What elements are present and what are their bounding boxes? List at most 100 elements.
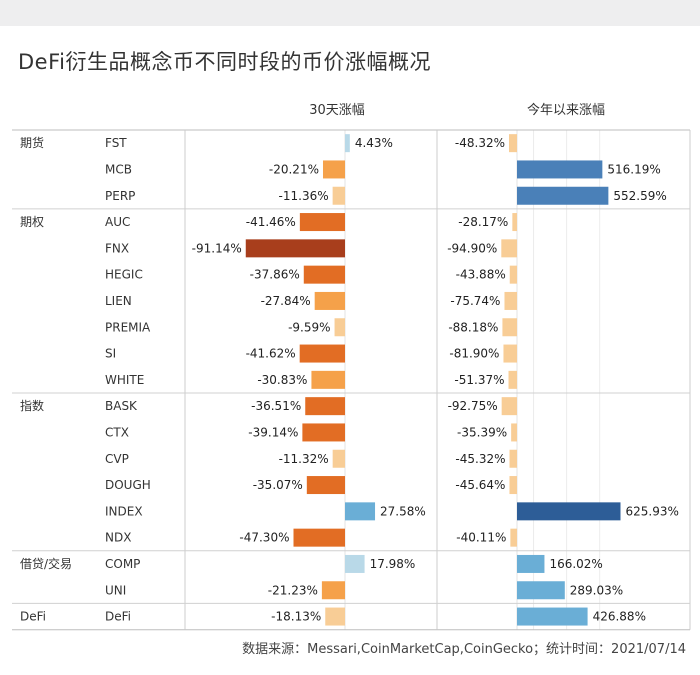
data-label-ytd: -94.90% <box>447 241 497 255</box>
data-label-30d: -11.36% <box>279 189 329 203</box>
row-label: DeFi <box>105 610 131 624</box>
bar-ytd <box>517 581 565 600</box>
bar-30d <box>322 160 345 179</box>
bar-30d <box>311 370 345 389</box>
data-label-ytd: -88.18% <box>448 320 498 334</box>
bar-30d <box>245 239 345 258</box>
data-label-30d: -21.23% <box>268 583 318 597</box>
group-label: 借贷/交易 <box>20 556 72 571</box>
row-label: BASK <box>105 399 138 413</box>
data-label-30d: -41.46% <box>246 215 296 229</box>
data-label-30d: -18.13% <box>271 610 321 624</box>
data-label-ytd: -81.90% <box>449 347 499 361</box>
data-label-30d: -47.30% <box>239 531 289 545</box>
bar-30d <box>345 134 350 153</box>
top-band <box>0 0 700 26</box>
group-label: 指数 <box>20 398 44 413</box>
data-label-ytd: 289.03% <box>570 583 623 597</box>
bar-ytd <box>517 502 621 521</box>
row-label: LIEN <box>105 294 132 308</box>
bar-ytd <box>517 607 588 626</box>
bar-ytd <box>501 239 517 258</box>
bar-30d <box>293 528 345 547</box>
data-label-30d: -11.32% <box>279 452 329 466</box>
row-label: DOUGH <box>105 478 151 492</box>
data-label-30d: 17.98% <box>370 557 416 571</box>
bar-ytd <box>517 186 609 205</box>
source-footer: 数据来源：Messari,CoinMarketCap,CoinGecko；统计时… <box>242 642 686 657</box>
data-label-30d: -41.62% <box>246 347 296 361</box>
data-label-ytd: 552.59% <box>613 189 666 203</box>
row-label: AUC <box>105 215 130 229</box>
row-label: PERP <box>105 189 135 203</box>
data-label-30d: 4.43% <box>355 136 393 150</box>
bar-30d <box>325 607 345 626</box>
bar-ytd <box>512 213 517 232</box>
data-label-30d: -36.51% <box>251 399 301 413</box>
data-label-ytd: -48.32% <box>455 136 505 150</box>
data-label-ytd: -51.37% <box>454 373 504 387</box>
bar-ytd <box>517 160 603 179</box>
bar-ytd <box>510 528 517 547</box>
data-label-30d: -30.83% <box>257 373 307 387</box>
data-label-30d: 27.58% <box>380 504 426 518</box>
row-label: FST <box>105 136 127 150</box>
row-label: UNI <box>105 583 126 597</box>
row-label: SI <box>105 347 116 361</box>
bar-ytd <box>509 134 517 153</box>
bar-ytd <box>517 554 545 573</box>
bar-30d <box>321 581 345 600</box>
data-label-30d: -37.86% <box>250 268 300 282</box>
bar-30d <box>332 186 345 205</box>
bar-30d <box>345 554 365 573</box>
bar-30d <box>299 344 345 363</box>
row-label: MCB <box>105 162 132 176</box>
data-label-ytd: -75.74% <box>450 294 500 308</box>
data-label-30d: -9.59% <box>288 320 330 334</box>
bar-30d <box>345 502 376 521</box>
row-label: HEGIC <box>105 268 143 282</box>
data-label-30d: -27.84% <box>261 294 311 308</box>
bar-ytd <box>501 397 517 416</box>
bar-30d <box>299 213 345 232</box>
data-label-30d: -39.14% <box>248 425 298 439</box>
row-label: PREMIA <box>105 320 151 334</box>
data-label-30d: -35.07% <box>253 478 303 492</box>
bar-30d <box>306 476 345 495</box>
bar-30d <box>314 291 345 310</box>
bar-30d <box>334 318 345 337</box>
row-label: NDX <box>105 531 131 545</box>
data-label-ytd: -43.88% <box>456 268 506 282</box>
data-label-ytd: -28.17% <box>458 215 508 229</box>
row-label: COMP <box>105 557 140 571</box>
group-label: 期权 <box>20 215 44 229</box>
data-label-ytd: 516.19% <box>607 162 660 176</box>
bar-30d <box>332 449 345 468</box>
chart-title: DeFi衍生品概念币不同时段的币价涨幅概况 <box>18 50 431 74</box>
bar-ytd <box>509 449 517 468</box>
bar-ytd <box>502 318 517 337</box>
row-label: INDEX <box>105 504 143 518</box>
bar-ytd <box>504 291 517 310</box>
data-label-ytd: -45.32% <box>455 452 505 466</box>
data-label-30d: -20.21% <box>269 162 319 176</box>
data-label-ytd: -35.39% <box>457 425 507 439</box>
row-label: FNX <box>105 241 129 255</box>
data-label-ytd: 625.93% <box>626 504 679 518</box>
bar-ytd <box>509 265 517 284</box>
data-label-ytd: 426.88% <box>593 610 646 624</box>
group-label: DeFi <box>20 610 46 624</box>
row-label: CVP <box>105 452 129 466</box>
bar-ytd <box>503 344 517 363</box>
bar-ytd <box>509 476 517 495</box>
bar-ytd <box>508 370 517 389</box>
bar-ytd <box>511 423 517 442</box>
data-label-ytd: 166.02% <box>549 557 602 571</box>
bar-30d <box>302 423 345 442</box>
bar-30d <box>303 265 345 284</box>
panel-header-ytd: 今年以来涨幅 <box>527 102 605 118</box>
row-label: CTX <box>105 425 129 439</box>
data-label-30d: -91.14% <box>192 241 242 255</box>
panel-header-30d: 30天涨幅 <box>309 103 365 118</box>
